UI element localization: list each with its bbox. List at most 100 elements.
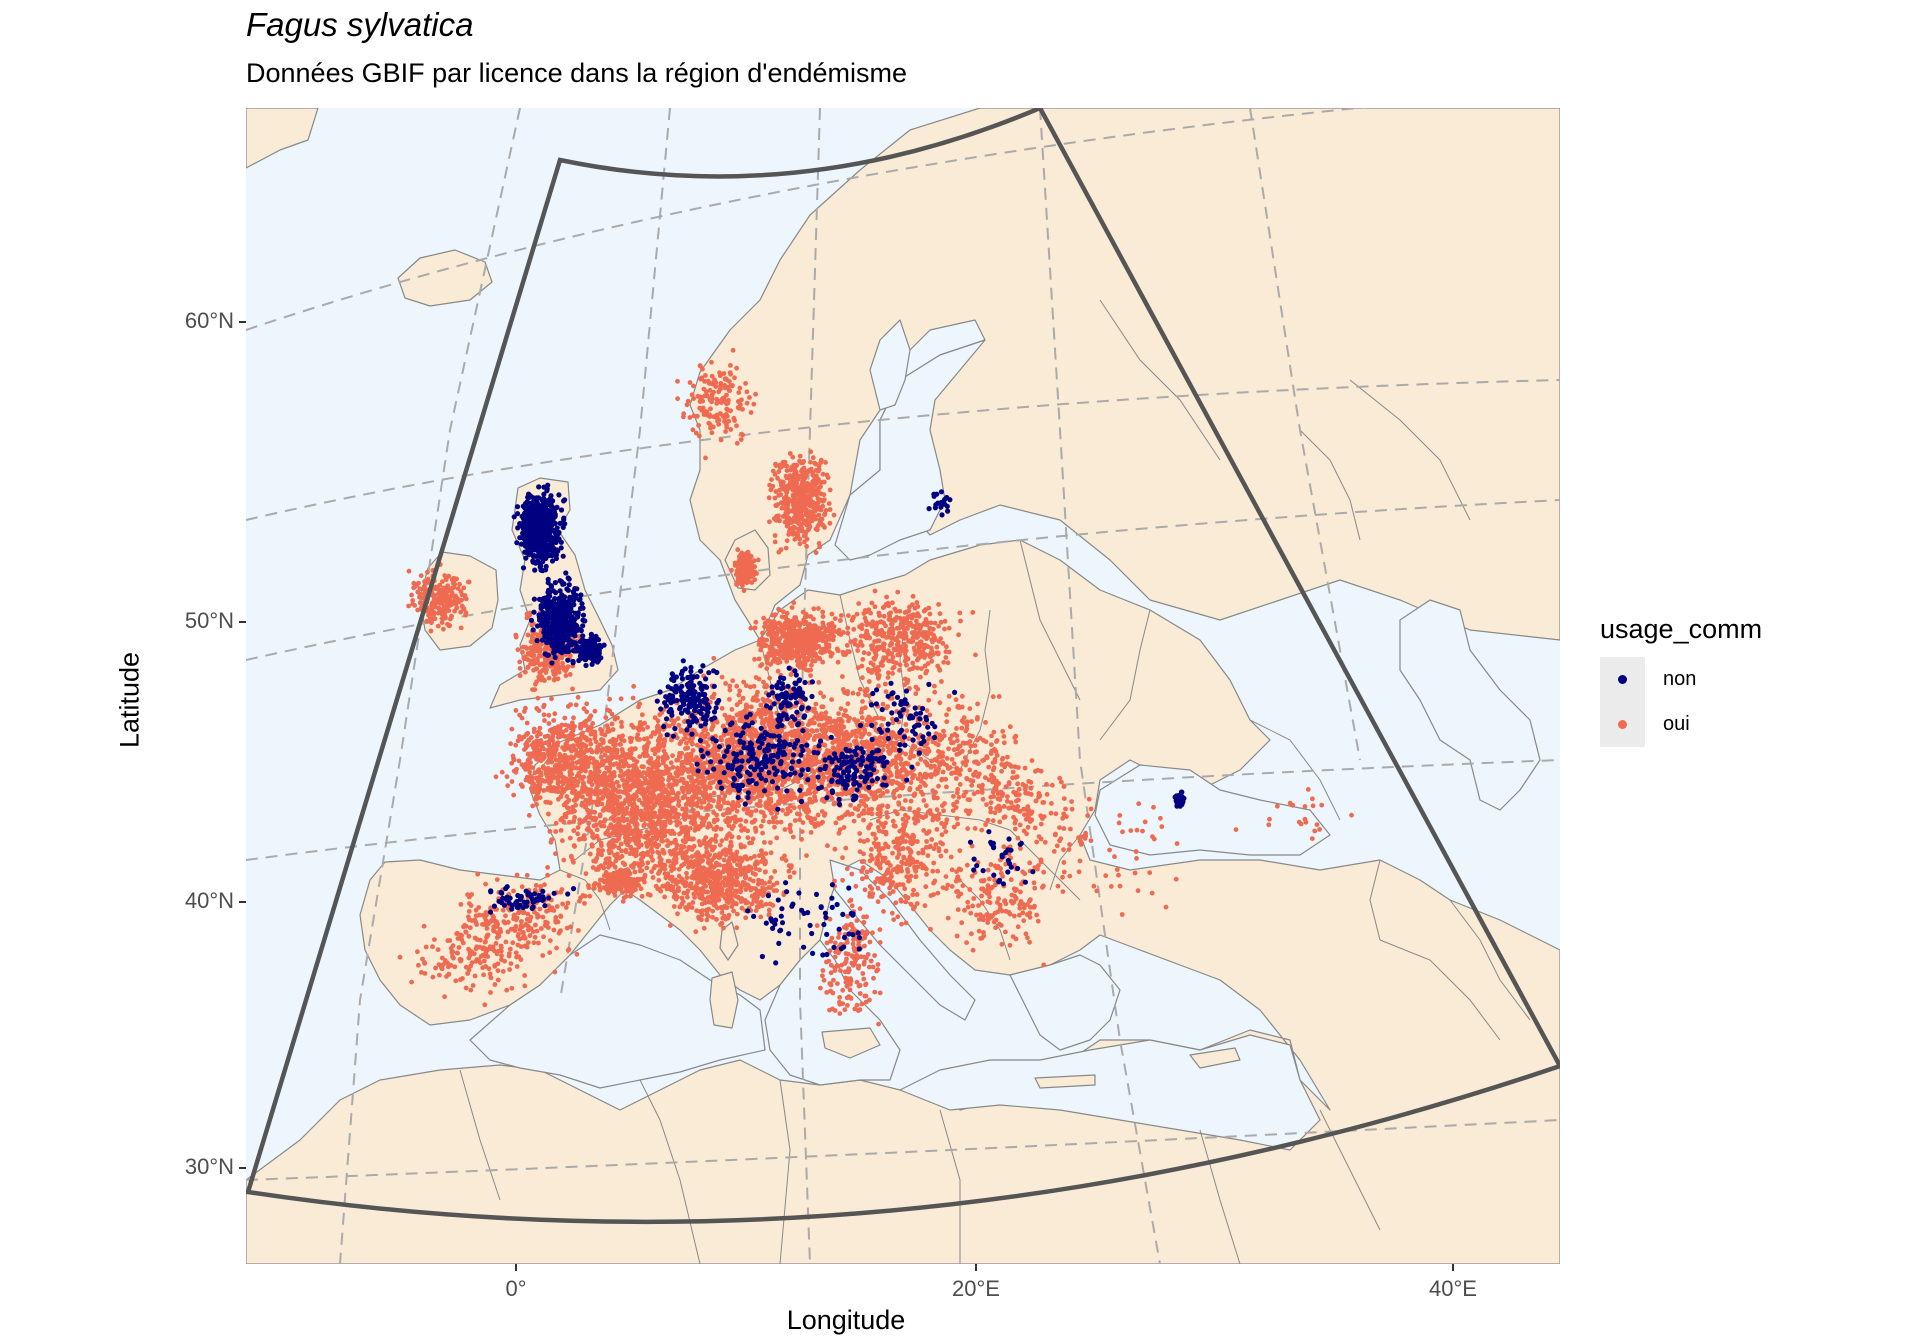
occurrence-point (936, 623, 941, 629)
occurrence-point (699, 805, 704, 810)
occurrence-point (661, 743, 667, 749)
occurrence-point (618, 823, 623, 829)
occurrence-point (706, 906, 712, 912)
occurrence-point (657, 808, 663, 813)
occurrence-point (924, 636, 929, 642)
occurrence-point (728, 839, 734, 845)
occurrence-point (678, 766, 684, 772)
occurrence-point (691, 795, 697, 801)
occurrence-point (642, 753, 648, 759)
land-greenland (246, 108, 319, 169)
occurrence-point (558, 828, 564, 833)
occurrence-point (642, 720, 647, 726)
occurrence-point (776, 776, 782, 781)
occurrence-point (641, 834, 647, 840)
occurrence-point (563, 800, 569, 806)
occurrence-point (578, 721, 583, 727)
occurrence-point (575, 742, 581, 748)
occurrence-point (650, 849, 655, 855)
occurrence-point (588, 775, 593, 780)
occurrence-point (673, 811, 679, 817)
occurrence-point (670, 753, 675, 758)
occurrence-point (756, 676, 762, 682)
occurrence-point (614, 780, 620, 785)
occurrence-point (791, 870, 797, 875)
occurrence-point (607, 782, 612, 788)
occurrence-point (932, 683, 937, 689)
occurrence-point (698, 772, 704, 778)
occurrence-point (636, 704, 641, 710)
occurrence-point (668, 840, 673, 846)
occurrence-point (591, 858, 597, 864)
occurrence-point (714, 895, 720, 901)
occurrence-point (588, 747, 593, 753)
occurrence-point (650, 836, 655, 842)
occurrence-point (713, 839, 719, 844)
occurrence-point (859, 643, 865, 648)
occurrence-point (722, 847, 728, 853)
occurrence-point (587, 893, 593, 899)
occurrence-point (889, 651, 895, 656)
occurrence-point (904, 662, 909, 668)
occurrence-point (714, 812, 719, 818)
occurrence-point (632, 822, 638, 827)
occurrence-point (760, 885, 765, 890)
occurrence-point (880, 605, 886, 610)
occurrence-point (602, 780, 607, 786)
occurrence-point (890, 671, 895, 676)
occurrence-point (747, 799, 753, 805)
occurrence-point (680, 777, 686, 782)
occurrence-point (587, 796, 593, 801)
occurrence-point (934, 644, 940, 650)
occurrence-point (493, 774, 499, 780)
occurrence-point (567, 819, 572, 825)
occurrence-point (932, 637, 938, 642)
occurrence-point (701, 925, 707, 931)
occurrence-point (673, 837, 678, 843)
occurrence-point (555, 724, 561, 730)
occurrence-point (797, 804, 802, 810)
occurrence-point (589, 782, 595, 787)
occurrence-point (631, 778, 637, 784)
occurrence-point (743, 869, 749, 875)
land-corsica (719, 921, 739, 961)
occurrence-point (778, 819, 784, 825)
occurrence-point (668, 831, 674, 836)
occurrence-point (737, 718, 743, 723)
occurrence-point (505, 783, 511, 789)
occurrence-point (713, 825, 719, 831)
occurrence-point (526, 757, 532, 763)
occurrence-point (637, 830, 643, 835)
occurrence-point (586, 716, 592, 722)
occurrence-point (794, 811, 800, 817)
occurrence-point (750, 878, 756, 884)
occurrence-point (542, 718, 547, 723)
occurrence-point (686, 904, 692, 910)
occurrence-point (888, 779, 894, 784)
occurrence-point (816, 759, 822, 765)
occurrence-point (956, 632, 961, 638)
map-panel (246, 108, 1560, 1264)
occurrence-point (630, 695, 636, 701)
occurrence-point (769, 810, 774, 816)
occurrence-point (745, 807, 751, 812)
occurrence-point (940, 641, 946, 646)
occurrence-point (639, 800, 645, 806)
occurrence-point (837, 738, 843, 744)
occurrence-point (605, 707, 610, 713)
occurrence-point (704, 795, 709, 801)
occurrence-point (668, 760, 674, 766)
occurrence-point (602, 732, 608, 738)
occurrence-point (943, 649, 949, 655)
occurrence-point (711, 798, 716, 804)
occurrence-point (548, 779, 554, 785)
occurrence-point (703, 787, 708, 793)
occurrence-point (552, 775, 558, 780)
occurrence-point (754, 730, 759, 736)
occurrence-point (738, 885, 743, 891)
occurrence-point (690, 741, 695, 747)
occurrence-point (736, 835, 742, 840)
occurrence-point (726, 785, 732, 790)
occurrence-point (686, 760, 692, 766)
occurrence-point (576, 759, 582, 765)
